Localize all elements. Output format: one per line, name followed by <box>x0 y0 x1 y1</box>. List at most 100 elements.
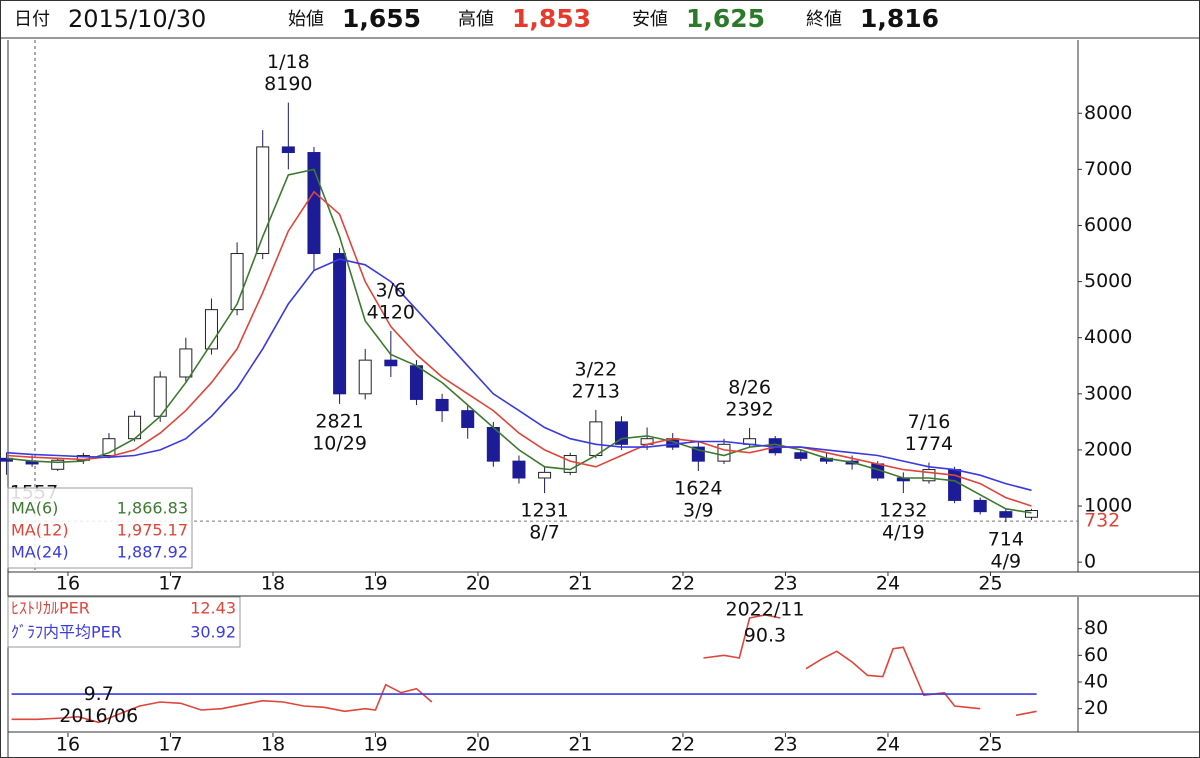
y-tick-label: 4000 <box>1084 326 1132 348</box>
x-tick-label: 20 <box>466 573 490 595</box>
header-value: 1,625 <box>686 4 765 33</box>
candle-body <box>409 365 423 400</box>
annotation-date: 3/6 <box>376 279 407 301</box>
x-tick-label: 21 <box>568 573 592 595</box>
x-tick-label: 21 <box>568 734 592 756</box>
ma-line <box>6 168 1032 514</box>
candle-body <box>179 348 193 378</box>
annotation-date: 10/29 <box>312 432 367 454</box>
candle-body <box>512 460 526 479</box>
y-tick-label: 20 <box>1084 697 1108 719</box>
legend-name: ｸﾞﾗﾌ内平均PER <box>11 623 122 642</box>
x-tick-label: 24 <box>876 573 900 595</box>
ma-line <box>6 258 1032 492</box>
y-tick-label: 7000 <box>1084 158 1132 180</box>
candle-body <box>538 471 552 479</box>
x-tick-label: 17 <box>158 573 182 595</box>
ma-line <box>6 190 1032 507</box>
header-label: 安値 <box>632 9 668 30</box>
candle-body <box>461 410 475 428</box>
annotation-date: 1/18 <box>267 51 310 73</box>
header-label: 始値 <box>288 9 324 30</box>
x-tick-label: 18 <box>261 573 285 595</box>
header-value: 1,816 <box>860 4 939 33</box>
x-tick-label: 24 <box>876 734 900 756</box>
line <box>11 614 1037 724</box>
x-tick-label: 25 <box>978 734 1002 756</box>
x-tick-label: 20 <box>466 734 490 756</box>
y-tick-label: 0 <box>1084 551 1096 573</box>
x-tick-label: 23 <box>773 573 797 595</box>
annotation-date: 2022/11 <box>725 598 804 620</box>
candle-body <box>384 359 398 367</box>
x-tick-label: 23 <box>773 734 797 756</box>
header-date-label: 日付 <box>14 9 50 30</box>
x-tick-label: 22 <box>671 734 695 756</box>
annotation-value: 9.7 <box>84 683 114 705</box>
x-tick-label: 22 <box>671 573 695 595</box>
legend-name: ﾋｽﾄﾘｶﾙPER <box>11 599 90 618</box>
current-price-label: 732 <box>1084 510 1120 532</box>
annotation-date: 4/19 <box>882 522 925 544</box>
candle-body <box>358 359 372 395</box>
candle-body <box>51 459 65 470</box>
annotation-value: 8190 <box>264 73 312 95</box>
y-tick-label: 2000 <box>1084 438 1132 460</box>
candle-body <box>281 146 295 154</box>
candle-body <box>486 426 500 462</box>
candle-body <box>999 511 1013 518</box>
annotation-date: 3/22 <box>575 358 618 380</box>
header-value: 1,655 <box>342 4 421 33</box>
candle-body <box>973 499 987 513</box>
candle-body <box>794 452 808 459</box>
candle-body <box>717 443 731 462</box>
annotation-date: 2016/06 <box>59 705 138 727</box>
annotation-value: 1232 <box>879 500 927 522</box>
annotation-date: 7/16 <box>908 411 951 433</box>
y-tick-label: 60 <box>1084 644 1108 666</box>
annotation-value: 2392 <box>725 398 773 420</box>
legend-name: MA(24) <box>11 543 69 562</box>
annotation-date: 8/7 <box>529 522 560 544</box>
annotation-value: 4120 <box>367 301 415 323</box>
header-date: 2015/10/30 <box>68 5 206 33</box>
annotation-date: 4/9 <box>991 551 1022 573</box>
candle-body <box>333 253 347 395</box>
x-tick-label: 25 <box>978 573 1002 595</box>
legend-name: MA(6) <box>11 499 58 518</box>
candle-body <box>922 469 936 482</box>
annotation-date: 3/9 <box>683 500 714 522</box>
y-tick-label: 80 <box>1084 617 1108 639</box>
x-tick-label: 17 <box>158 734 182 756</box>
header-label: 高値 <box>458 9 494 30</box>
legend-value: 30.92 <box>190 623 236 642</box>
x-tick-label: 18 <box>261 734 285 756</box>
annotation-value: 1774 <box>905 433 953 455</box>
candle-body <box>1024 510 1038 518</box>
candle-body <box>435 398 449 412</box>
candle-body <box>307 152 321 255</box>
candle-body <box>589 421 603 457</box>
legend-name: MA(12) <box>11 521 69 540</box>
y-tick-label: 6000 <box>1084 214 1132 236</box>
annotation-date: 8/26 <box>728 376 771 398</box>
candle-body <box>230 253 244 311</box>
x-tick-label: 16 <box>56 573 80 595</box>
legend-value: 12.43 <box>190 599 236 618</box>
y-tick-label: 5000 <box>1084 270 1132 292</box>
header-label: 終値 <box>806 9 842 30</box>
candle-body <box>256 146 270 255</box>
legend-box <box>7 487 193 569</box>
y-tick-label: 40 <box>1084 671 1108 693</box>
y-tick-label: 8000 <box>1084 102 1132 124</box>
legend-value: 1,887.92 <box>117 543 188 562</box>
header-value: 1,853 <box>512 4 591 33</box>
legend-value: 1,975.17 <box>117 521 188 540</box>
y-tick-label: 1000 <box>1084 495 1132 517</box>
annotation-value: 2713 <box>572 380 620 402</box>
y-tick-label: 3000 <box>1084 382 1132 404</box>
x-tick-label: 19 <box>363 734 387 756</box>
annotation-value: 714 <box>988 529 1024 551</box>
legend-box <box>7 596 241 648</box>
